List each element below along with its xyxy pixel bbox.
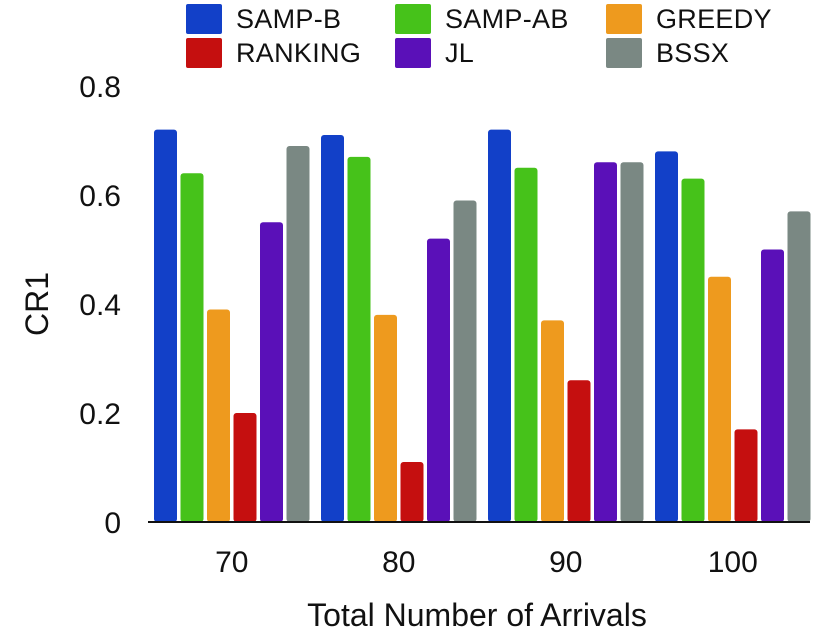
bar-ranking-100 [734, 429, 758, 522]
legend-label-samp-b: SAMP-B [236, 3, 342, 34]
bar-greedy-90 [541, 320, 564, 522]
x-axis-title: Total Number of Arrivals [307, 597, 647, 633]
legend-item-bssx: BSSX [606, 38, 729, 68]
bar-jl-80 [427, 238, 450, 522]
legend-label-jl: JL [445, 37, 475, 68]
bar-bssx-80 [453, 200, 477, 522]
bar-samp-b-100 [655, 151, 678, 522]
legend-label-greedy: GREEDY [656, 3, 772, 34]
bar-samp-b-90 [488, 129, 511, 522]
bar-jl-70 [260, 222, 283, 522]
legend-swatch-ranking [186, 38, 222, 68]
bar-jl-90 [594, 162, 617, 523]
x-tick-label: 80 [382, 546, 415, 579]
bar-samp-b-80 [321, 135, 344, 523]
bars-group [154, 129, 811, 523]
bar-bssx-100 [787, 211, 811, 522]
bar-greedy-100 [708, 276, 731, 522]
legend-item-jl: JL [395, 38, 474, 68]
bar-samp-ab-100 [681, 178, 705, 522]
bar-samp-b-70 [154, 129, 177, 522]
bar-ranking-80 [400, 462, 424, 522]
bar-greedy-80 [374, 314, 397, 522]
legend-item-ranking: RANKING [186, 38, 361, 68]
bar-samp-ab-70 [180, 173, 204, 522]
bar-greedy-70 [207, 309, 230, 522]
legend-label-bssx: BSSX [656, 37, 730, 68]
x-tick-label: 100 [708, 546, 758, 579]
legend-swatch-bssx [606, 38, 642, 68]
bar-bssx-70 [286, 145, 310, 522]
y-tick-label: 0.6 [79, 180, 121, 213]
legend-swatch-samp-ab [395, 4, 431, 34]
bar-jl-100 [761, 249, 784, 522]
x-tick-labels: 70 80 90 100 [215, 546, 758, 579]
legend-label-samp-ab: SAMP-AB [445, 3, 569, 34]
y-tick-label: 0.2 [79, 398, 121, 431]
legend-item-samp-b: SAMP-B [186, 4, 341, 34]
legend-item-samp-ab: SAMP-AB [395, 4, 569, 34]
bar-samp-ab-80 [347, 156, 371, 522]
legend-swatch-jl [395, 38, 431, 68]
y-tick-label: 0.8 [79, 71, 121, 104]
bar-ranking-70 [233, 413, 257, 522]
x-tick-label: 90 [549, 546, 582, 579]
y-tick-labels: 0 0.2 0.4 0.6 0.8 [79, 71, 121, 540]
y-axis-title: CR1 [19, 272, 55, 336]
y-tick-label: 0.4 [79, 289, 121, 322]
legend: SAMP-B SAMP-AB GREEDY RANKING JL BSSX [0, 0, 830, 72]
bar-samp-ab-90 [514, 167, 538, 522]
bar-ranking-90 [567, 380, 591, 522]
y-tick-label: 0 [104, 507, 121, 540]
legend-swatch-samp-b [186, 4, 222, 34]
x-tick-label: 70 [215, 546, 248, 579]
legend-swatch-greedy [606, 4, 642, 34]
legend-item-greedy: GREEDY [606, 4, 772, 34]
legend-label-ranking: RANKING [236, 37, 362, 68]
bar-bssx-90 [620, 162, 644, 523]
